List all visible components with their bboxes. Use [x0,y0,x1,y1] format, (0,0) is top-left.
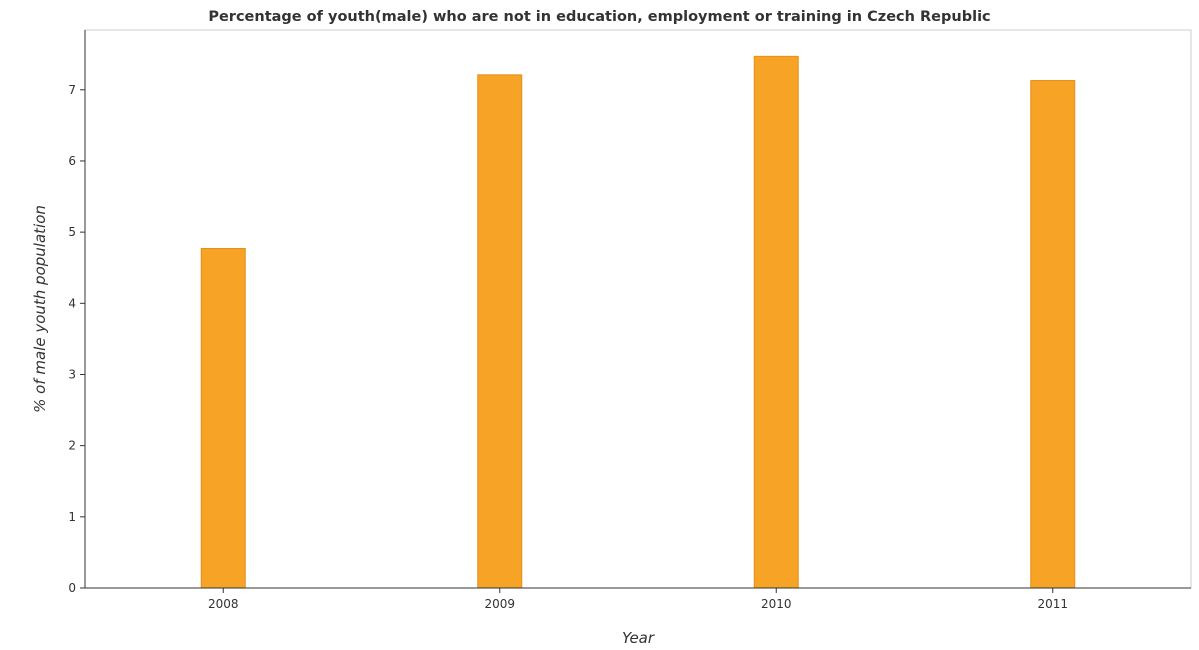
x-tick-label: 2008 [208,597,239,611]
y-tick-label: 4 [68,296,76,310]
bar-2010 [753,55,799,589]
bar-2008 [200,248,246,589]
chart-title: Percentage of youth(male) who are not in… [208,9,991,25]
plot-frame [84,29,1192,589]
y-tick-label: 7 [68,83,76,97]
y-axis-label: % of male youth population [31,205,49,413]
bars-group [200,55,1076,589]
y-axis: 0 1 2 3 4 5 6 7 [68,30,86,595]
x-tick-label: 2011 [1037,597,1068,611]
bar-2011 [1030,80,1076,589]
bar-2009 [477,74,523,589]
y-tick-label: 6 [68,154,76,168]
y-tick-label: 1 [68,510,76,524]
plot-border [84,29,1192,589]
x-axis: 2008 2009 2010 2011 [85,587,1191,611]
x-tick-label: 2009 [484,597,515,611]
y-tick-label: 5 [68,225,76,239]
x-axis-label: Year [622,629,655,647]
y-tick-label: 2 [68,439,76,453]
y-tick-label: 0 [68,581,76,595]
y-tick-label: 3 [68,367,76,381]
x-tick-label: 2010 [761,597,792,611]
